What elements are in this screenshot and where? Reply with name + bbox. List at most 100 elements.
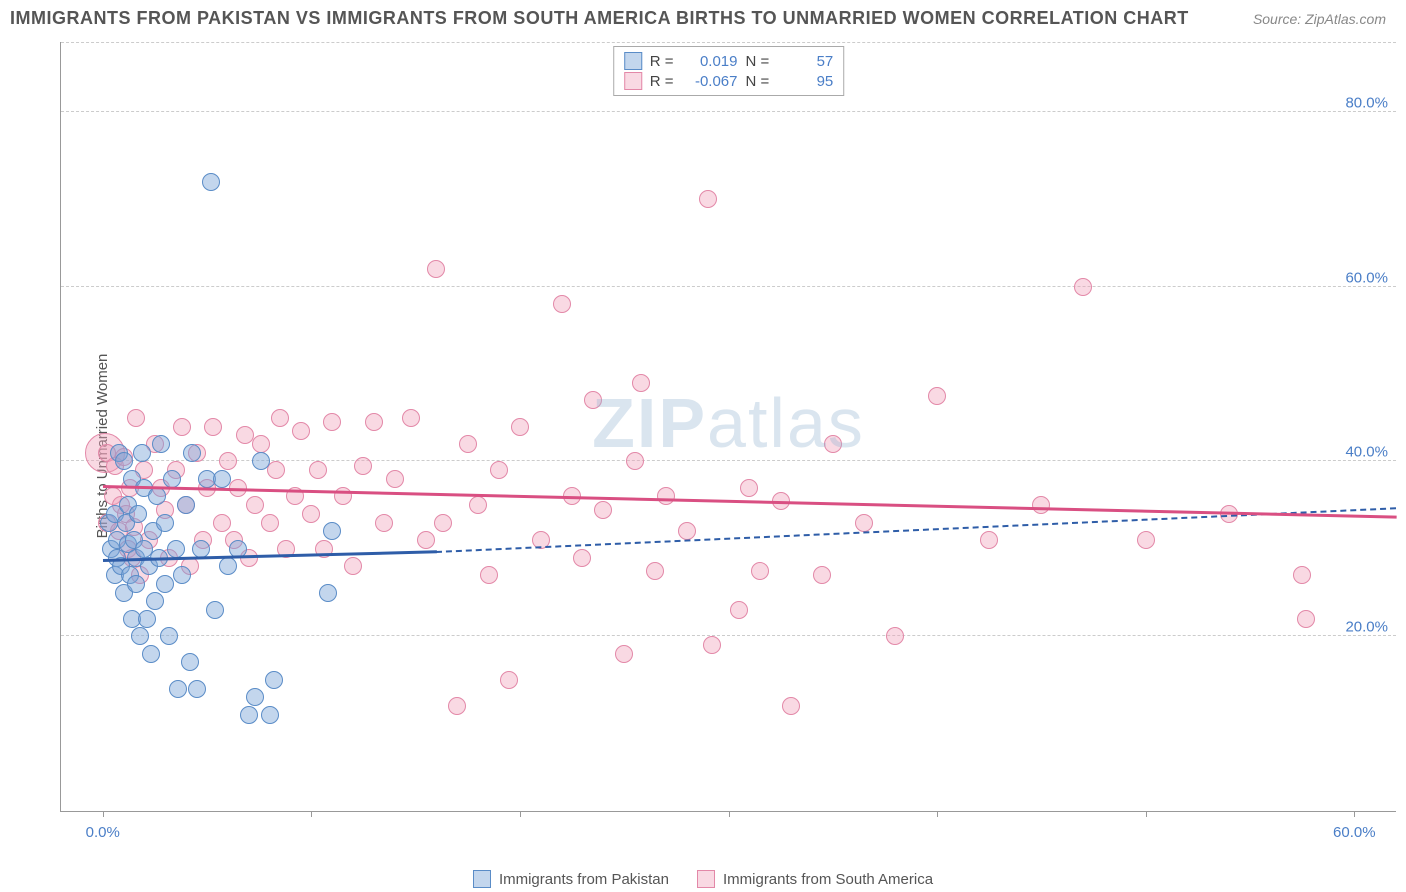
scatter-point: [271, 409, 289, 427]
x-tick-mark: [103, 811, 104, 817]
gridline-h: [61, 111, 1396, 112]
y-tick-label: 20.0%: [1345, 619, 1388, 636]
chart-container: Births to Unmarried Women ZIPatlas R = 0…: [10, 40, 1396, 852]
scatter-point: [219, 557, 237, 575]
scatter-point: [928, 387, 946, 405]
scatter-point: [427, 260, 445, 278]
scatter-point: [699, 190, 717, 208]
x-tick-mark: [1146, 811, 1147, 817]
watermark: ZIPatlas: [592, 383, 865, 463]
scatter-point: [490, 461, 508, 479]
x-tick-mark: [729, 811, 730, 817]
legend-item-southamerica: Immigrants from South America: [697, 870, 933, 888]
scatter-point: [292, 422, 310, 440]
x-tick-mark: [520, 811, 521, 817]
scatter-point: [553, 295, 571, 313]
scatter-point: [1032, 496, 1050, 514]
x-tick-label: 60.0%: [1333, 824, 1376, 841]
scatter-point: [500, 671, 518, 689]
scatter-point: [354, 457, 372, 475]
scatter-point: [632, 374, 650, 392]
scatter-point: [386, 470, 404, 488]
scatter-point: [246, 688, 264, 706]
r-value-southamerica: -0.067: [682, 73, 738, 90]
scatter-point: [183, 444, 201, 462]
scatter-point: [173, 566, 191, 584]
scatter-point: [204, 418, 222, 436]
n-value-pakistan: 57: [777, 53, 833, 70]
x-tick-mark: [937, 811, 938, 817]
scatter-point: [459, 435, 477, 453]
scatter-point: [417, 531, 435, 549]
scatter-point: [261, 706, 279, 724]
scatter-point: [1074, 278, 1092, 296]
x-tick-label: 0.0%: [86, 824, 120, 841]
scatter-point: [309, 461, 327, 479]
scatter-point: [740, 479, 758, 497]
scatter-point: [323, 413, 341, 431]
scatter-point: [206, 601, 224, 619]
chart-header: IMMIGRANTS FROM PAKISTAN VS IMMIGRANTS F…: [0, 0, 1406, 33]
x-tick-mark: [1354, 811, 1355, 817]
legend-label-southamerica: Immigrants from South America: [723, 871, 933, 888]
scatter-point: [213, 514, 231, 532]
scatter-point: [448, 697, 466, 715]
scatter-point: [148, 487, 166, 505]
swatch-southamerica: [624, 72, 642, 90]
scatter-point: [1137, 531, 1155, 549]
n-label: N =: [746, 53, 770, 70]
scatter-point: [375, 514, 393, 532]
scatter-point: [129, 505, 147, 523]
scatter-point: [163, 470, 181, 488]
scatter-point: [261, 514, 279, 532]
swatch-southamerica: [697, 870, 715, 888]
x-tick-mark: [311, 811, 312, 817]
scatter-point: [319, 584, 337, 602]
scatter-point: [219, 452, 237, 470]
watermark-light: atlas: [707, 384, 865, 462]
scatter-point: [813, 566, 831, 584]
y-tick-label: 80.0%: [1345, 94, 1388, 111]
scatter-point: [156, 514, 174, 532]
scatter-point: [584, 391, 602, 409]
r-label: R =: [650, 53, 674, 70]
scatter-point: [177, 496, 195, 514]
scatter-point: [213, 470, 231, 488]
scatter-point: [646, 562, 664, 580]
stats-row-southamerica: R = -0.067 N = 95: [624, 71, 834, 91]
scatter-point: [594, 501, 612, 519]
scatter-point: [626, 452, 644, 470]
scatter-point: [980, 531, 998, 549]
scatter-point: [1293, 566, 1311, 584]
scatter-point: [730, 601, 748, 619]
scatter-point: [573, 549, 591, 567]
scatter-point: [115, 452, 133, 470]
scatter-point: [751, 562, 769, 580]
source-label: Source: ZipAtlas.com: [1253, 11, 1386, 27]
scatter-point: [236, 426, 254, 444]
gridline-h: [61, 286, 1396, 287]
scatter-point: [127, 575, 145, 593]
scatter-point: [855, 514, 873, 532]
scatter-point: [782, 697, 800, 715]
scatter-point: [127, 409, 145, 427]
scatter-point: [188, 680, 206, 698]
scatter-point: [469, 496, 487, 514]
scatter-point: [202, 173, 220, 191]
y-tick-label: 60.0%: [1345, 269, 1388, 286]
scatter-point: [265, 671, 283, 689]
scatter-point: [181, 653, 199, 671]
scatter-point: [657, 487, 675, 505]
r-value-pakistan: 0.019: [682, 53, 738, 70]
scatter-point: [131, 627, 149, 645]
scatter-point: [240, 706, 258, 724]
scatter-point: [365, 413, 383, 431]
gridline-h: [61, 42, 1396, 43]
n-label: N =: [746, 73, 770, 90]
scatter-point: [246, 496, 264, 514]
plot-area: ZIPatlas R = 0.019 N = 57 R = -0.067 N =…: [60, 42, 1396, 812]
scatter-point: [824, 435, 842, 453]
legend-item-pakistan: Immigrants from Pakistan: [473, 870, 669, 888]
scatter-point: [146, 592, 164, 610]
scatter-point: [678, 522, 696, 540]
